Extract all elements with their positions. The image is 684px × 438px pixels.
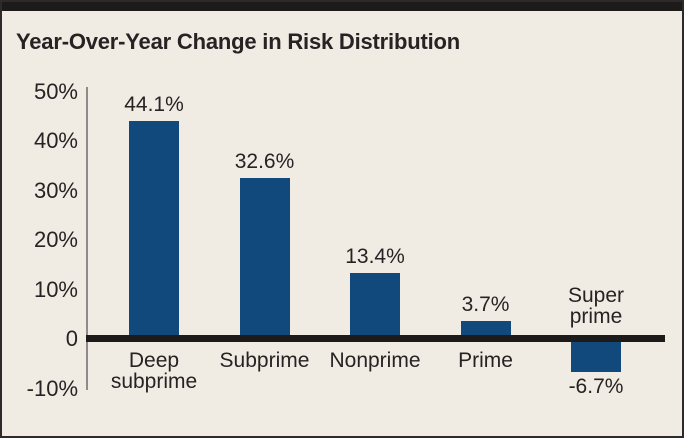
ytick-label-30-: 30%: [33, 177, 78, 203]
value-label-nonprime: 13.4%: [345, 244, 405, 268]
value-label-deep-subprime: 44.1%: [124, 92, 184, 116]
bar-nonprime: [350, 272, 400, 339]
value-label-prime: 3.7%: [461, 292, 510, 316]
zero-baseline: [86, 335, 665, 342]
top-accent-bar: [2, 2, 682, 11]
ytick-label-20-: 20%: [33, 227, 78, 252]
bar-prime: [460, 320, 511, 339]
category-label-deep-subprime: Deep subprime: [110, 349, 198, 393]
ytick-label-40-: 40%: [33, 128, 78, 153]
ytick-label-0: 0: [65, 326, 78, 351]
category-label-nonprime: Nonprime: [329, 349, 421, 372]
ytick-label-50-: 50%: [33, 78, 78, 104]
value-label-super-prime: -6.7%: [568, 375, 624, 399]
chart-title: Year-Over-Year Change in Risk Distributi…: [16, 29, 460, 54]
y-axis-line: [86, 87, 88, 390]
bar-deep-subprime: [129, 120, 179, 339]
category-label-super-prime: Super prime: [567, 284, 625, 328]
value-label-subprime: 32.6%: [234, 149, 295, 173]
bar-subprime: [239, 177, 290, 339]
category-label-subprime: Subprime: [219, 349, 310, 372]
category-label-prime: Prime: [458, 349, 513, 372]
bar-super-prime: [571, 339, 621, 373]
ytick-label--10-: -10%: [26, 375, 78, 401]
ytick-label-10-: 10%: [33, 276, 78, 302]
